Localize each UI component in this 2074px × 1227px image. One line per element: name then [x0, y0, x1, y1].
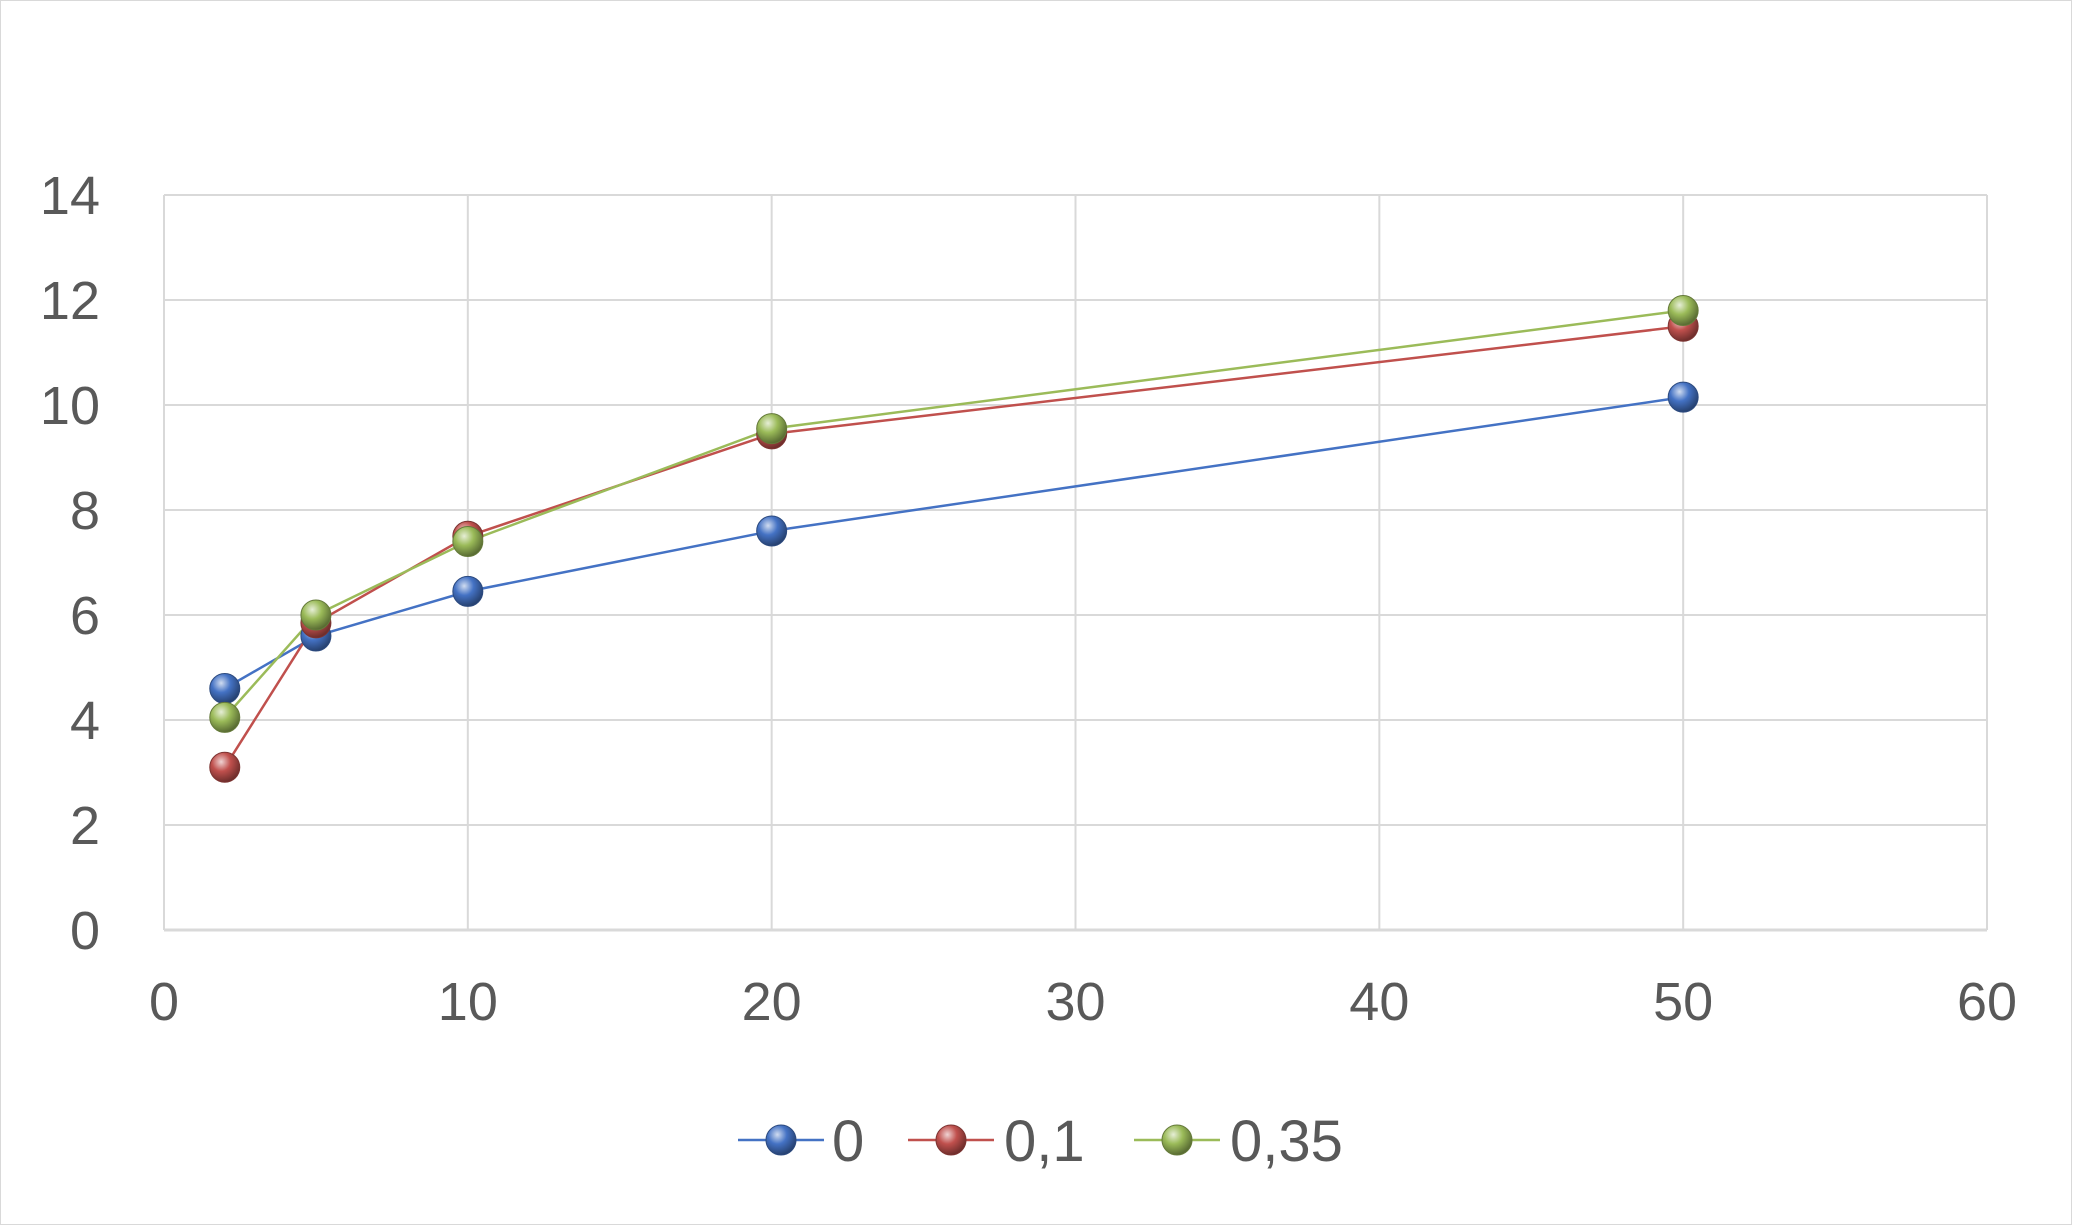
y-tick-label: 14	[40, 166, 100, 226]
legend-swatch-marker	[765, 1124, 797, 1156]
series-layer	[209, 295, 1699, 783]
series-line-0-1	[223, 325, 1684, 768]
legend-item: 0,1	[908, 1109, 1085, 1174]
data-point	[452, 575, 484, 607]
data-point	[1667, 381, 1699, 413]
data-point	[756, 515, 788, 547]
y-tick-label: 4	[70, 691, 100, 751]
legend-swatch-marker	[1161, 1124, 1193, 1156]
legend-label: 0,1	[1004, 1109, 1085, 1174]
x-tick-label: 50	[1653, 972, 1713, 1032]
legend-item: 0	[738, 1109, 864, 1174]
data-point	[209, 701, 241, 733]
y-tick-label: 6	[70, 586, 100, 646]
x-tick-label: 60	[1957, 972, 2017, 1032]
series-line-0	[224, 395, 1684, 690]
y-tick-label: 10	[40, 376, 100, 436]
legend-label: 0	[832, 1109, 864, 1174]
legend-swatch-marker	[935, 1124, 967, 1156]
x-tick-label: 10	[438, 972, 498, 1032]
y-tick-label: 12	[40, 271, 100, 331]
data-point	[300, 599, 332, 631]
y-tick-label: 0	[70, 901, 100, 961]
data-point	[1667, 295, 1699, 326]
y-tick-label: 8	[70, 481, 100, 541]
legend-item: 0,35	[1134, 1109, 1343, 1174]
x-tick-label: 30	[1045, 972, 1105, 1032]
grid-layer	[163, 194, 1988, 932]
axis-labels: 0 2 4 6 8 10 12 14 0 10 20 30 40 50 60	[40, 166, 2017, 1032]
y-tick-label: 2	[70, 796, 100, 856]
data-point	[452, 526, 484, 557]
x-tick-label: 0	[149, 972, 179, 1032]
x-tick-label: 20	[742, 972, 802, 1032]
series-line-0-35	[223, 309, 1684, 719]
legend-label: 0,35	[1230, 1109, 1343, 1174]
legend: 0 0,1 0,35	[738, 1109, 1343, 1174]
x-tick-label: 40	[1349, 972, 1409, 1032]
data-point	[209, 673, 241, 704]
data-point	[756, 413, 788, 445]
data-point	[209, 751, 241, 783]
